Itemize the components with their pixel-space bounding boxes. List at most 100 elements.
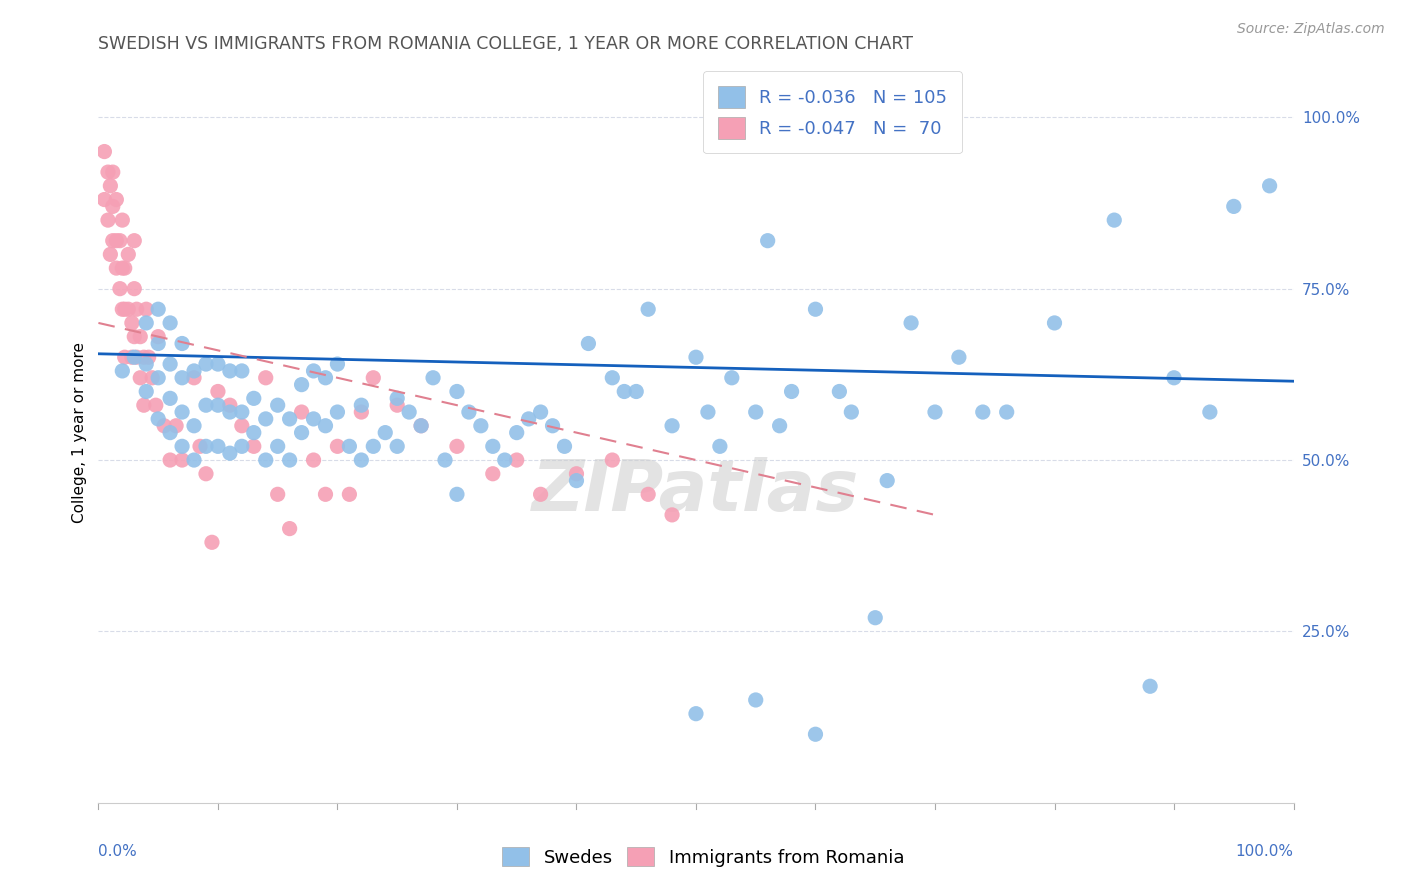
Point (183, 364, 205, 378)
Point (350, 398, 373, 412)
Point (135, 357, 157, 371)
Point (363, 439, 385, 453)
Point (101, 234, 124, 248)
Point (685, 706, 707, 721)
Point (326, 439, 349, 453)
Point (117, 302, 139, 317)
Text: Source: ZipAtlas.com: Source: ZipAtlas.com (1237, 22, 1385, 37)
Point (124, 234, 146, 248)
Point (841, 405, 863, 419)
Point (159, 392, 181, 406)
Point (101, 199, 124, 213)
Point (207, 357, 229, 371)
Point (195, 439, 218, 453)
Point (709, 439, 731, 453)
Point (470, 418, 492, 433)
Point (398, 405, 420, 419)
Text: 0.0%: 0.0% (98, 844, 138, 858)
Point (183, 453, 205, 467)
Point (138, 350, 160, 364)
Point (111, 213, 134, 227)
Point (105, 234, 128, 248)
Point (267, 487, 290, 501)
Point (637, 487, 659, 501)
Point (745, 693, 768, 707)
Point (302, 453, 325, 467)
Point (195, 398, 218, 412)
Point (326, 357, 349, 371)
Point (481, 439, 505, 453)
Point (350, 405, 373, 419)
Point (506, 453, 529, 467)
Point (219, 446, 242, 460)
Point (121, 316, 143, 330)
Point (172, 405, 194, 419)
Point (111, 302, 134, 317)
Point (315, 418, 337, 433)
Point (291, 405, 314, 419)
Point (219, 405, 242, 419)
Point (267, 398, 290, 412)
Point (768, 418, 790, 433)
Point (385, 439, 409, 453)
Point (422, 371, 444, 385)
Point (148, 412, 170, 426)
Point (97, 213, 120, 227)
Point (411, 418, 433, 433)
Point (183, 371, 205, 385)
Point (231, 439, 253, 453)
Point (183, 418, 205, 433)
Point (254, 453, 277, 467)
Point (114, 350, 136, 364)
Point (231, 364, 253, 378)
Point (148, 302, 170, 317)
Point (481, 467, 505, 481)
Point (972, 405, 994, 419)
Point (1258, 178, 1281, 193)
Point (326, 405, 349, 419)
Point (602, 371, 624, 385)
Point (637, 302, 659, 317)
Point (93, 145, 115, 159)
Point (105, 261, 128, 276)
Point (541, 418, 564, 433)
Point (172, 439, 194, 453)
Point (291, 377, 314, 392)
Point (231, 418, 253, 433)
Point (780, 384, 803, 399)
Point (93, 193, 115, 207)
Point (267, 439, 290, 453)
Point (219, 364, 242, 378)
Point (172, 336, 194, 351)
Point (315, 371, 337, 385)
Point (129, 371, 152, 385)
Point (207, 384, 229, 399)
Point (302, 364, 325, 378)
Point (159, 453, 181, 467)
Point (865, 610, 887, 624)
Point (201, 535, 224, 549)
Point (172, 453, 194, 467)
Point (661, 418, 683, 433)
Point (172, 371, 194, 385)
Point (125, 350, 148, 364)
Point (948, 350, 970, 364)
Point (243, 392, 266, 406)
Point (458, 405, 481, 419)
Point (129, 329, 152, 343)
Point (530, 487, 553, 501)
Point (219, 398, 242, 412)
Point (339, 439, 361, 453)
Point (385, 398, 409, 412)
Point (1139, 679, 1161, 693)
Point (721, 371, 744, 385)
Point (350, 453, 373, 467)
Point (121, 350, 143, 364)
Point (924, 405, 946, 419)
Point (207, 398, 229, 412)
Point (613, 384, 636, 399)
Point (159, 357, 181, 371)
Point (697, 405, 720, 419)
Point (1104, 213, 1126, 227)
Point (117, 247, 139, 261)
